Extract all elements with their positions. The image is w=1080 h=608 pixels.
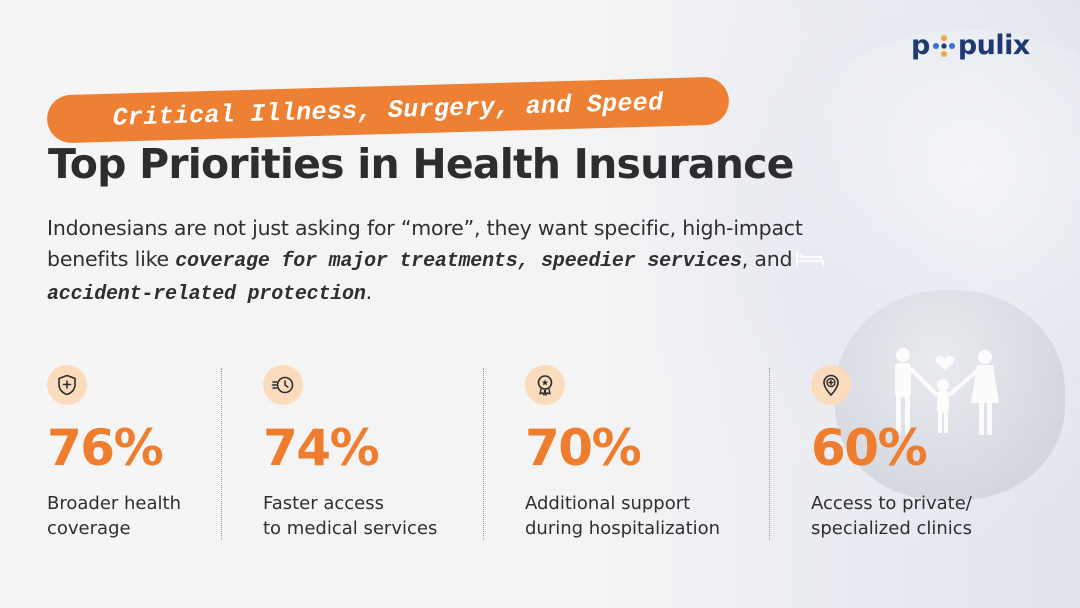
topic-tag-text: Critical Illness, Surgery, and Speed xyxy=(112,87,664,133)
stat-divider xyxy=(483,368,484,540)
clinic-location-icon xyxy=(811,365,851,405)
stat-value: 60% xyxy=(811,419,928,477)
stat-label-line-2: coverage xyxy=(47,518,131,539)
stat-label-line-2: specialized clinics xyxy=(811,518,973,539)
description-emphasis-2: accident-related protection xyxy=(47,283,366,306)
stat-label-line-1: Faster access xyxy=(263,493,385,514)
stat-label: Additional support during hospitalizatio… xyxy=(525,491,765,541)
stat-label-line-1: Additional support xyxy=(525,493,691,514)
stat-label: Broader health coverage xyxy=(47,491,287,541)
family-icon xyxy=(895,348,999,435)
description-text-2: , and xyxy=(741,247,793,271)
stat-label-line-2: to medical services xyxy=(263,518,438,539)
stat-divider xyxy=(221,368,222,540)
description-text-1: Indonesians are not just asking for “mor… xyxy=(47,216,803,271)
stat-label: Access to private/ specialized clinics xyxy=(811,491,1051,541)
stat-label-line-2: during hospitalization xyxy=(525,518,721,539)
fast-clock-icon xyxy=(263,365,303,405)
stat-clinic-access: 60% Access to private/ specialized clini… xyxy=(811,365,972,539)
stat-faster-access: 74% Faster access to medical services xyxy=(263,365,437,539)
stat-label-line-1: Access to private/ xyxy=(811,493,972,514)
description-text-3: . xyxy=(365,280,373,304)
page-title: Top Priorities in Health Insurance xyxy=(48,140,794,188)
hospital-bed-icon xyxy=(796,252,824,266)
stat-label-line-1: Broader health xyxy=(47,493,181,514)
stat-value: 70% xyxy=(525,419,642,477)
logo-suffix: pulix xyxy=(957,30,1030,61)
award-badge-icon xyxy=(525,365,565,405)
shield-plus-icon xyxy=(47,365,87,405)
logo-prefix: p xyxy=(911,30,930,61)
populix-logo: p pulix xyxy=(911,30,1030,61)
stat-divider xyxy=(769,368,770,540)
logo-dots-icon xyxy=(932,34,955,57)
stat-broader-coverage: 76% Broader health coverage xyxy=(47,365,181,539)
description-emphasis-1: coverage for major treatments, speedier … xyxy=(175,250,742,273)
description: Indonesians are not just asking for “mor… xyxy=(47,213,807,310)
stat-value: 74% xyxy=(263,419,380,477)
stat-hospitalization-support: 70% Additional support during hospitaliz… xyxy=(525,365,720,539)
stat-value: 76% xyxy=(47,419,164,477)
stat-label: Faster access to medical services xyxy=(263,491,503,541)
